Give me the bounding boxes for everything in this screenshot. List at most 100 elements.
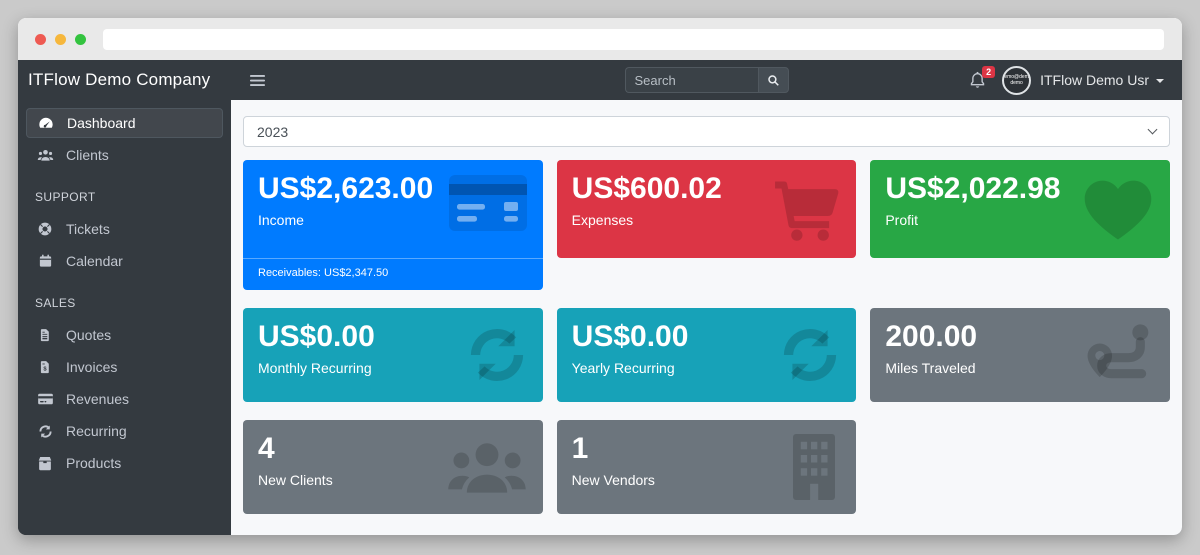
sidebar-item-quotes[interactable]: Quotes <box>26 320 223 350</box>
sync-icon <box>35 424 55 439</box>
app-root: ITFlow Demo Company Dashboard Clients SU… <box>18 60 1182 535</box>
sidebar-item-label: Dashboard <box>67 115 136 131</box>
avatar-text: demo <box>1010 80 1023 86</box>
browser-chrome <box>18 18 1182 60</box>
sidebar-item-clients[interactable]: Clients <box>26 140 223 170</box>
window-controls <box>35 33 86 45</box>
card-label: New Clients <box>258 472 333 488</box>
sidebar-item-recurring[interactable]: Recurring <box>26 416 223 446</box>
user-name: ITFlow Demo Usr <box>1040 72 1149 88</box>
new-vendors-card[interactable]: 1 New Vendors <box>556 420 857 514</box>
caret-down-icon <box>1156 79 1164 83</box>
sidebar-item-label: Calendar <box>66 253 123 269</box>
cards-row-3: 4 New Clients 1 New Vendors <box>243 420 1170 514</box>
file-invoice-dollar-icon: $ <box>35 359 55 375</box>
main-column: 2 demo@demo demo ITFlow Demo Usr 2023 <box>231 60 1182 535</box>
sidebar: ITFlow Demo Company Dashboard Clients SU… <box>18 60 231 535</box>
sidebar-section-support: SUPPORT <box>35 190 96 204</box>
route-icon <box>1087 324 1149 379</box>
yearly-recurring-card[interactable]: US$0.00 Yearly Recurring <box>556 308 857 402</box>
navbar-search <box>624 67 789 93</box>
building-icon <box>793 434 836 500</box>
sidebar-nav: Dashboard Clients SUPPORT Tickets <box>26 100 223 478</box>
card-label: New Vendors <box>571 472 655 488</box>
sidebar-toggle-button[interactable] <box>250 74 265 87</box>
sidebar-item-label: Tickets <box>66 221 110 237</box>
credit-card-icon <box>448 175 527 231</box>
card-value: US$0.00 <box>258 320 375 353</box>
sidebar-section-sales: SALES <box>35 296 76 310</box>
users-icon <box>447 443 526 493</box>
box-icon <box>35 456 55 471</box>
sidebar-item-label: Quotes <box>66 327 112 343</box>
users-icon <box>35 148 55 163</box>
card-label: Income <box>258 212 304 228</box>
sidebar-item-label: Recurring <box>66 423 127 439</box>
expenses-card[interactable]: US$600.02 Expenses <box>556 160 857 258</box>
close-window-button[interactable] <box>35 33 46 45</box>
card-value: US$0.00 <box>571 320 689 353</box>
card-label: Profit <box>885 212 919 228</box>
shopping-cart-icon <box>775 181 839 241</box>
notifications-button[interactable]: 2 <box>969 65 996 90</box>
zoom-window-button[interactable] <box>75 33 86 45</box>
credit-card-icon <box>35 392 55 406</box>
year-select[interactable]: 2023 <box>243 116 1170 147</box>
sidebar-item-tickets[interactable]: Tickets <box>26 214 223 244</box>
brand-title: ITFlow Demo Company <box>28 70 211 89</box>
income-card[interactable]: US$2,623.00 Income Receivables: US$2,347… <box>243 160 543 290</box>
file-invoice-icon <box>35 327 55 343</box>
monthly-recurring-card[interactable]: US$0.00 Monthly Recurring <box>243 308 543 402</box>
card-label: Yearly Recurring <box>571 360 675 376</box>
tachometer-icon <box>36 115 56 131</box>
navbar-right: 2 demo@demo demo ITFlow Demo Usr <box>969 65 1164 95</box>
profit-card[interactable]: US$2,022.98 Profit <box>870 160 1170 258</box>
card-label: Miles Traveled <box>885 360 976 376</box>
cards-row-2: US$0.00 Monthly Recurring US$0.00 Yearly… <box>243 308 1170 402</box>
sidebar-item-label: Products <box>66 455 122 471</box>
sync-icon <box>784 328 837 382</box>
sidebar-item-products[interactable]: Products <box>26 448 223 478</box>
life-ring-icon <box>35 221 55 237</box>
avatar-text: demo@demo <box>1002 74 1032 80</box>
card-footer: Receivables: US$2,347.50 <box>243 258 543 290</box>
browser-window: ITFlow Demo Company Dashboard Clients SU… <box>18 18 1182 535</box>
card-label: Expenses <box>571 212 634 228</box>
card-value: US$2,623.00 <box>258 172 434 205</box>
sidebar-item-label: Revenues <box>66 391 130 407</box>
chevron-down-icon <box>1147 124 1158 135</box>
sidebar-item-label: Invoices <box>66 359 118 375</box>
card-value: 1 <box>571 432 589 465</box>
new-clients-card[interactable]: 4 New Clients <box>243 420 543 514</box>
card-value: 4 <box>258 432 275 465</box>
sidebar-item-dashboard[interactable]: Dashboard <box>26 108 223 138</box>
sidebar-item-revenues[interactable]: Revenues <box>26 384 223 414</box>
card-value: US$2,022.98 <box>885 172 1061 205</box>
calendar-icon <box>35 253 55 269</box>
minimize-window-button[interactable] <box>55 33 66 45</box>
card-value: 200.00 <box>885 320 978 353</box>
sidebar-item-label: Clients <box>66 147 109 163</box>
svg-text:$: $ <box>43 367 47 373</box>
card-value: US$600.02 <box>571 172 722 205</box>
search-button[interactable] <box>757 67 789 93</box>
search-input[interactable] <box>624 67 758 93</box>
avatar[interactable]: demo@demo demo <box>1002 65 1032 95</box>
user-menu-button[interactable]: ITFlow Demo Usr <box>1040 72 1164 88</box>
bars-icon <box>250 74 265 86</box>
url-bar[interactable] <box>103 28 1164 50</box>
card-label: Monthly Recurring <box>258 360 372 376</box>
sidebar-item-calendar[interactable]: Calendar <box>26 246 223 276</box>
year-select-value: 2023 <box>257 123 289 140</box>
bell-icon <box>970 71 985 88</box>
heart-icon <box>1084 180 1152 240</box>
notification-count-badge: 2 <box>982 65 996 78</box>
top-navbar: 2 demo@demo demo ITFlow Demo Usr <box>231 60 1182 100</box>
search-icon <box>767 74 779 86</box>
miles-traveled-card[interactable]: 200.00 Miles Traveled <box>870 308 1170 402</box>
receivables-text: Receivables: US$2,347.50 <box>258 267 389 279</box>
dashboard-content: 2023 US$2,623.00 Income Receivables: US$… <box>231 100 1182 535</box>
sidebar-item-invoices[interactable]: $ Invoices <box>26 352 223 382</box>
sync-icon <box>470 328 523 382</box>
cards-row-1: US$2,623.00 Income Receivables: US$2,347… <box>243 160 1170 290</box>
